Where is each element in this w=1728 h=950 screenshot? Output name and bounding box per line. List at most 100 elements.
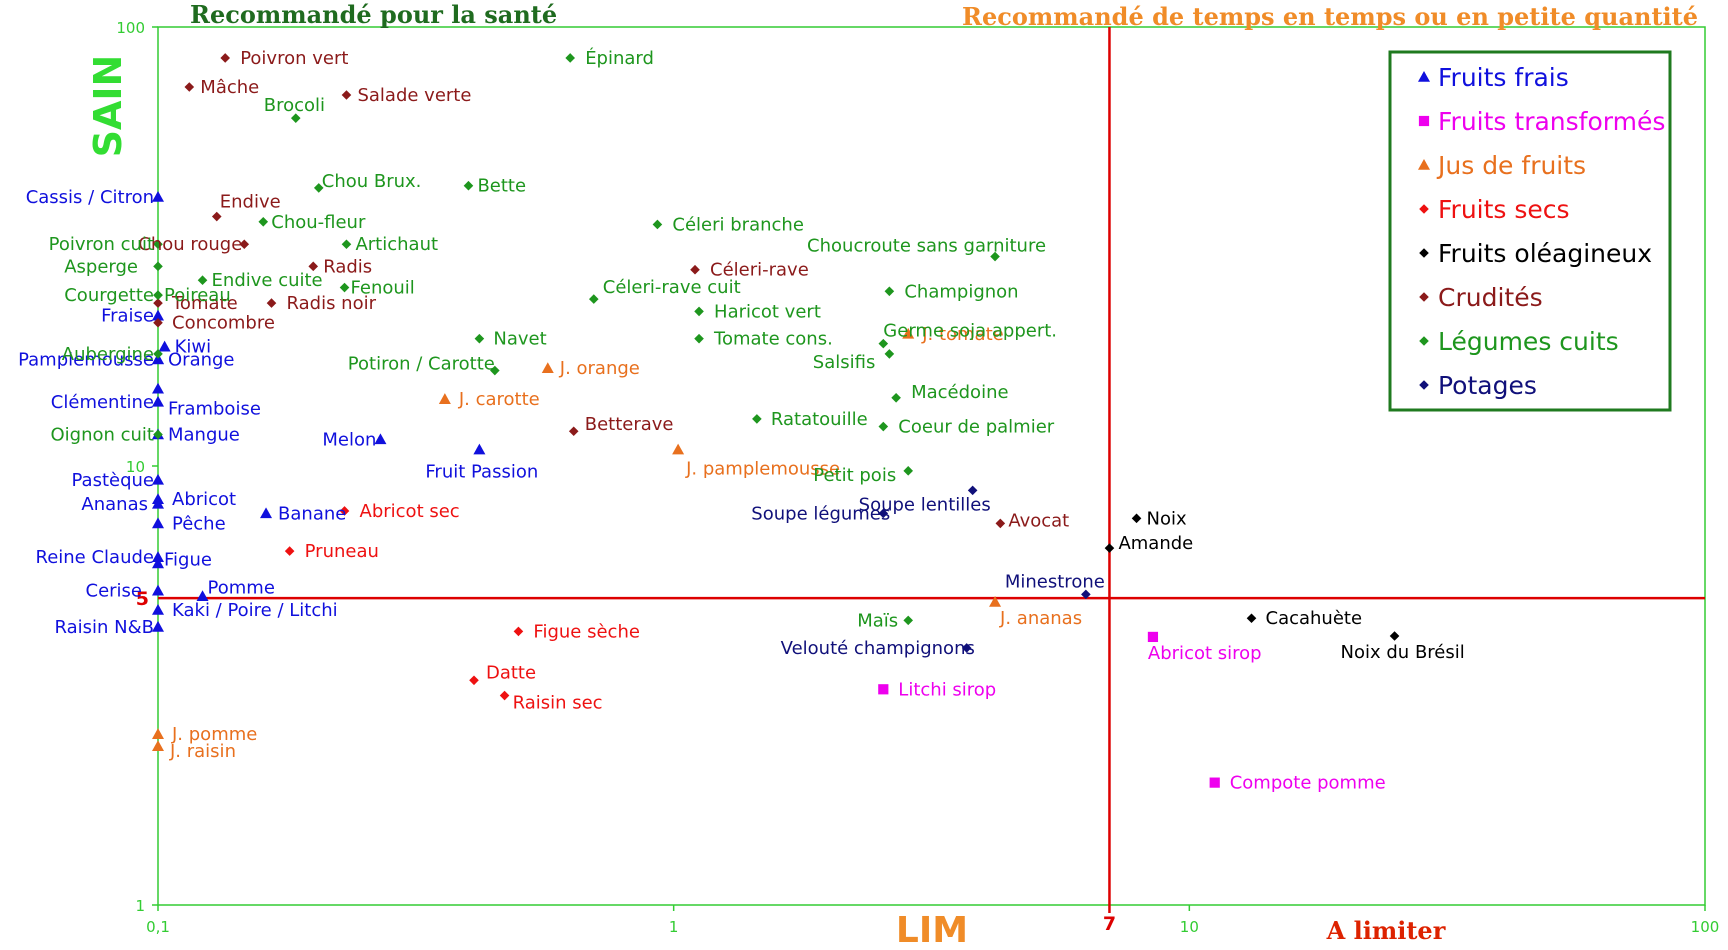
label-concombre: Concombre bbox=[172, 313, 275, 334]
label-pruneau: Pruneau bbox=[305, 541, 379, 562]
label-chou-fleur: Chou-fleur bbox=[271, 212, 366, 233]
label-fenouil: Fenouil bbox=[351, 278, 415, 299]
point-ananas bbox=[152, 497, 164, 509]
label-potiron-carotte: Potiron / Carotte bbox=[348, 354, 495, 375]
point-oignon-cuit bbox=[153, 429, 163, 440]
label-figue: Figue bbox=[164, 549, 212, 570]
label-tomate: Tomate bbox=[171, 293, 238, 314]
a-limiter-label: A limiter bbox=[1326, 916, 1446, 945]
x-tick-label: 10 bbox=[1180, 918, 1199, 936]
x-axis-label: LIM bbox=[896, 910, 968, 950]
y-tick-label: 10 bbox=[126, 458, 145, 476]
label-betterave: Betterave bbox=[585, 414, 674, 435]
label-figue-seche: Figue sèche bbox=[533, 621, 640, 642]
point-salade-verte bbox=[341, 90, 352, 100]
point-veloute-champignons bbox=[961, 643, 972, 653]
label-radis: Radis bbox=[323, 256, 372, 277]
point-pruneau bbox=[284, 546, 295, 556]
point-poivron-vert bbox=[220, 53, 231, 63]
label-champignon: Champignon bbox=[904, 281, 1018, 302]
point-datte bbox=[469, 675, 479, 686]
label-salade-verte: Salade verte bbox=[357, 85, 471, 106]
label-salsifis: Salsifis bbox=[813, 352, 876, 373]
point-j-tomate bbox=[902, 327, 915, 339]
legend-marker-legumes-cuits bbox=[1419, 336, 1429, 346]
point-raisin-n-b bbox=[152, 620, 164, 632]
point-celeri-rave bbox=[690, 264, 700, 275]
legend-entry-fruits-oleagineux: Fruits oléagineux bbox=[1438, 239, 1652, 268]
label-chou-brux: Chou Brux. bbox=[322, 171, 422, 192]
point-raisin-sec bbox=[499, 690, 510, 701]
legend-marker-crudites bbox=[1419, 292, 1429, 302]
label-peche: Pêche bbox=[172, 513, 226, 534]
point-tomate bbox=[153, 298, 163, 308]
point-aubergine bbox=[153, 349, 163, 359]
label-avocat: Avocat bbox=[1008, 510, 1069, 531]
point-pomme bbox=[196, 590, 209, 602]
label-raisin-sec: Raisin sec bbox=[513, 693, 603, 714]
point-cassis-citron bbox=[152, 190, 164, 202]
label-brocoli: Brocoli bbox=[264, 95, 325, 116]
label-bette: Bette bbox=[477, 176, 526, 197]
label-haricot-vert: Haricot vert bbox=[714, 301, 821, 322]
label-choucroute-sans-garniture: Choucroute sans garniture bbox=[807, 236, 1046, 257]
point-radis bbox=[308, 261, 319, 272]
point-kaki-poire-litchi bbox=[152, 603, 164, 615]
point-macedoine bbox=[891, 393, 901, 403]
label-oignon-cuit: Oignon cuit bbox=[50, 424, 154, 445]
label-pomme: Pomme bbox=[208, 577, 275, 598]
point-ratatouille bbox=[752, 414, 762, 424]
point-poireau bbox=[153, 290, 163, 300]
label-pasteque: Pastèque bbox=[72, 470, 155, 491]
label-soupe-lentilles: Soupe lentilles bbox=[859, 494, 991, 515]
legend-box bbox=[1388, 50, 1672, 412]
point-j-pomme bbox=[152, 728, 164, 739]
point-minestrone bbox=[1081, 589, 1091, 600]
point-epinard bbox=[565, 53, 575, 63]
legend-marker-fruits-frais bbox=[1418, 71, 1430, 82]
label-petit-pois: Petit pois bbox=[813, 465, 896, 486]
label-cacahuete: Cacahuète bbox=[1266, 608, 1363, 629]
point-noix-du-bresil bbox=[1389, 631, 1400, 641]
point-amande bbox=[1104, 543, 1115, 553]
point-figue bbox=[152, 557, 164, 569]
reference-lines: 75 bbox=[136, 27, 1705, 935]
chart-texts: Recommandé pour la santé Recommandé de t… bbox=[86, 0, 1698, 950]
point-labels: Cassis / Citron Fraise Kiwi Pamplemousse Ora… bbox=[18, 47, 1465, 794]
point-pasteque bbox=[152, 473, 164, 485]
point-fruit-passion bbox=[473, 443, 486, 455]
legend-entry-potages: Potages bbox=[1438, 371, 1537, 400]
label-amande: Amande bbox=[1118, 533, 1193, 554]
ref-x-label: 7 bbox=[1103, 913, 1116, 935]
legend: Fruits frais Fruits transformés Jus de fru… bbox=[1388, 50, 1672, 412]
point-germe-soja-appert bbox=[878, 338, 889, 349]
point-potiron-carotte bbox=[490, 365, 500, 376]
data-points bbox=[152, 53, 1400, 788]
label-mangue: Mangue bbox=[168, 424, 240, 445]
label-ananas: Ananas bbox=[81, 494, 148, 515]
label-soupe-legumes: Soupe légumes bbox=[751, 503, 890, 524]
legend-marker-fruits-oleagineux bbox=[1419, 248, 1429, 258]
y-tick-label: 1 bbox=[135, 897, 145, 915]
label-j-pomme: J. pomme bbox=[171, 724, 257, 745]
point-chou-brux bbox=[313, 183, 324, 193]
x-tick-label: 0,1 bbox=[146, 918, 170, 936]
legend-entry-legumes-cuits: Légumes cuits bbox=[1438, 327, 1619, 356]
label-datte: Datte bbox=[486, 662, 536, 683]
x-tick-label: 1 bbox=[669, 918, 679, 936]
label-j-carotte: J. carotte bbox=[458, 389, 540, 410]
label-kaki-poire-litchi: Kaki / Poire / Litchi bbox=[172, 600, 338, 621]
point-compote-pomme bbox=[1209, 777, 1220, 788]
label-tomate-cons: Tomate cons. bbox=[713, 329, 833, 350]
point-salsifis bbox=[884, 349, 895, 359]
point-petit-pois bbox=[903, 466, 914, 476]
label-aubergine: Aubergine bbox=[62, 344, 154, 365]
label-litchi-sirop: Litchi sirop bbox=[898, 679, 996, 700]
label-mais: Maïs bbox=[857, 610, 898, 631]
legend-entry-fruits-transformes: Fruits transformés bbox=[1438, 107, 1665, 136]
label-poireau: Poireau bbox=[164, 285, 231, 306]
label-j-pamplemousse: J. pamplemousse bbox=[685, 459, 840, 480]
point-fraise bbox=[152, 309, 164, 321]
point-soupe-legumes bbox=[878, 508, 889, 519]
